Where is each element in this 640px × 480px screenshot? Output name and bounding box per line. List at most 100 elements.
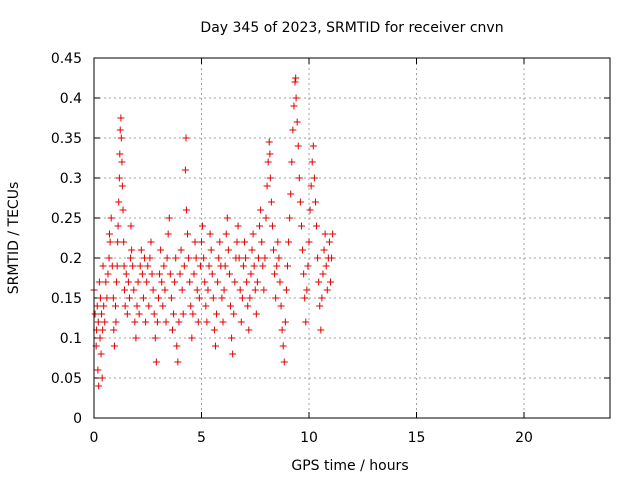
- data-point: [307, 182, 315, 190]
- data-point: [310, 174, 318, 182]
- data-point: [284, 262, 291, 270]
- data-point: [237, 318, 245, 326]
- data-point: [116, 126, 124, 134]
- data-point: [252, 310, 260, 318]
- data-point: [215, 254, 223, 262]
- data-point: [285, 238, 293, 246]
- data-point: [261, 254, 269, 262]
- data-point: [96, 334, 104, 342]
- data-point: [320, 246, 328, 254]
- data-point: [143, 278, 151, 286]
- data-point: [289, 126, 297, 134]
- data-point: [189, 310, 197, 318]
- data-point: [302, 318, 310, 326]
- data-point: [292, 94, 300, 102]
- data-point: [306, 206, 314, 214]
- y-tick-label: 0.05: [51, 371, 82, 387]
- data-point: [292, 74, 300, 82]
- data-point: [121, 302, 129, 310]
- data-point: [221, 262, 229, 270]
- data-point: [272, 294, 280, 302]
- y-tick-label: 0.25: [51, 211, 82, 227]
- data-point: [193, 286, 201, 294]
- data-point: [162, 318, 170, 326]
- axis-ticks: [93, 57, 611, 419]
- data-point: [157, 246, 165, 254]
- data-point: [127, 222, 135, 230]
- data-point: [127, 254, 135, 262]
- data-point: [131, 318, 139, 326]
- data-point: [225, 270, 233, 278]
- data-point: [196, 262, 204, 270]
- data-point: [231, 278, 239, 286]
- data-point: [179, 310, 187, 318]
- data-point: [325, 238, 333, 246]
- data-point: [207, 246, 215, 254]
- data-point: [288, 158, 296, 166]
- grid: [94, 58, 610, 418]
- data-point: [103, 294, 111, 302]
- data-point: [309, 142, 317, 150]
- data-point: [296, 198, 304, 206]
- data-point: [234, 222, 242, 230]
- data-point: [190, 270, 198, 278]
- data-point: [317, 326, 325, 334]
- data-point: [146, 254, 154, 262]
- data-point: [322, 262, 330, 270]
- data-point: [102, 278, 110, 286]
- data-point: [99, 262, 107, 270]
- data-point: [208, 270, 216, 278]
- data-point: [177, 246, 185, 254]
- data-point: [137, 246, 145, 254]
- data-point: [110, 342, 118, 350]
- y-tick-label: 0.2: [60, 251, 82, 267]
- data-point: [299, 246, 307, 254]
- x-tick-label: 20: [515, 430, 533, 446]
- data-point: [112, 318, 120, 326]
- data-point: [160, 262, 168, 270]
- data-point: [100, 302, 108, 310]
- data-point: [112, 302, 119, 310]
- data-point: [128, 246, 136, 254]
- data-point: [287, 190, 295, 198]
- data-point: [161, 286, 169, 294]
- data-point: [182, 206, 190, 214]
- data-point: [278, 326, 286, 334]
- y-axis-label: SRMTID / TECUs: [6, 182, 22, 295]
- data-point: [206, 230, 214, 238]
- data-point: [132, 334, 140, 342]
- data-point: [282, 286, 290, 294]
- data-point: [241, 238, 248, 246]
- data-point: [220, 286, 228, 294]
- data-point: [266, 150, 274, 158]
- data-point: [203, 318, 211, 326]
- data-point: [129, 262, 137, 270]
- chart-title: Day 345 of 2023, SRMTID for receiver cnv…: [200, 20, 503, 36]
- data-point: [175, 318, 183, 326]
- data-point: [153, 318, 161, 326]
- data-point: [115, 174, 123, 182]
- data-point: [271, 270, 279, 278]
- data-point: [117, 114, 125, 122]
- data-point: [133, 302, 141, 310]
- data-point: [150, 310, 158, 318]
- data-point: [125, 294, 133, 302]
- data-point: [95, 382, 103, 390]
- data-point: [117, 134, 125, 142]
- data-point: [281, 318, 289, 326]
- data-point: [303, 286, 311, 294]
- data-point: [270, 246, 278, 254]
- data-point: [328, 254, 336, 262]
- data-point: [164, 230, 172, 238]
- data-point: [202, 302, 210, 310]
- data-point: [173, 342, 181, 350]
- data-point: [96, 294, 104, 302]
- data-point: [316, 302, 324, 310]
- data-points: [90, 74, 337, 390]
- data-point: [139, 294, 147, 302]
- data-point: [104, 270, 112, 278]
- data-point: [156, 270, 164, 278]
- data-point: [142, 318, 150, 326]
- data-point: [115, 198, 123, 206]
